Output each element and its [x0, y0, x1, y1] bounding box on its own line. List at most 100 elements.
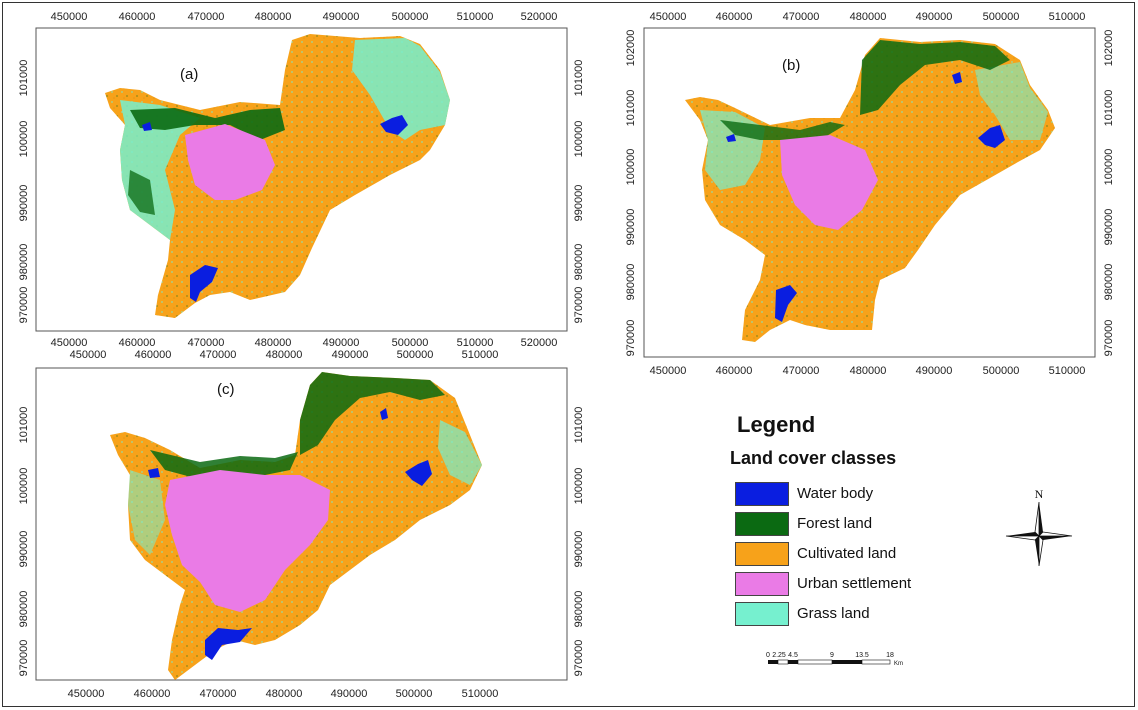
legend-label: Grass land: [797, 605, 870, 622]
water-body: [405, 460, 432, 486]
tick-y: 100000: [18, 121, 30, 158]
panel-b-ticks-top: 450000 460000 470000 480000 490000 50000…: [650, 11, 1086, 23]
scale-tick: 0: [766, 652, 770, 659]
tick-y: 980000: [625, 264, 637, 301]
tick-x: 460000: [716, 11, 753, 23]
panel-a-label: (a): [180, 66, 198, 83]
tick-x: 490000: [332, 349, 369, 361]
tick-x: 510000: [457, 337, 494, 349]
tick-x: 500000: [392, 11, 429, 23]
panel-c-ticks-left: 101000 100000 990000 980000 970000: [18, 407, 30, 677]
panel-a-ticks-right: 101000 100000 990000 980000 970000: [573, 60, 585, 324]
legend-subtitle: Land cover classes: [730, 448, 897, 468]
tick-y: 980000: [18, 244, 30, 281]
legend-swatch: [735, 542, 789, 566]
land-texture: [105, 34, 450, 318]
tick-x: 480000: [850, 11, 887, 23]
panel-b-map: [685, 38, 1055, 342]
tick-y: 100000: [625, 149, 637, 186]
land-urban: [780, 135, 878, 230]
land-forest: [150, 450, 298, 478]
tick-y: 100000: [573, 121, 585, 158]
panel-b-ticks-left: 102000 101000 100000 990000 980000 97000…: [625, 30, 637, 357]
tick-y: 970000: [573, 287, 585, 324]
water-body: [380, 408, 388, 420]
tick-x: 460000: [135, 349, 172, 361]
land-forest: [128, 170, 155, 215]
tick-y: 102000: [625, 30, 637, 67]
tick-y: 101000: [573, 60, 585, 97]
tick-x: 480000: [850, 365, 887, 377]
tick-y: 970000: [625, 320, 637, 357]
tick-x: 460000: [134, 688, 171, 700]
tick-x: 470000: [783, 365, 820, 377]
water-body: [952, 72, 962, 84]
tick-y: 101000: [18, 407, 30, 444]
legend-swatch: [735, 482, 789, 506]
tick-y: 970000: [18, 287, 30, 324]
land-grass: [128, 470, 165, 555]
land-urban: [165, 470, 330, 612]
legend-title: Legend: [737, 412, 816, 437]
tick-y: 100000: [18, 468, 30, 505]
land-forest: [720, 120, 845, 140]
tick-x: 490000: [323, 11, 360, 23]
scale-tick: 18: [886, 652, 894, 659]
tick-y: 980000: [573, 244, 585, 281]
water-body: [148, 468, 160, 478]
tick-y: 970000: [18, 640, 30, 677]
panel-a: (a) 450000 460000 470000 480000 490000 5…: [18, 11, 585, 349]
legend-item-urban-settlement: Urban settlement: [735, 572, 985, 598]
panel-c-label: (c): [217, 381, 235, 398]
scale-unit: Km: [894, 661, 903, 667]
tick-y: 100000: [573, 468, 585, 505]
tick-x: 450000: [650, 11, 687, 23]
scale-tick: 2.25: [772, 652, 786, 659]
scale-bar: 0 2.25 4.5 9 13.5 18 Km: [766, 652, 903, 667]
north-arrow-icon: N: [1005, 487, 1073, 566]
tick-x: 470000: [783, 11, 820, 23]
tick-y: 990000: [1103, 209, 1115, 246]
panel-a-ticks-bottom: 450000 460000 470000 480000 490000 50000…: [51, 337, 558, 349]
tick-x: 520000: [521, 337, 558, 349]
tick-x: 490000: [323, 337, 360, 349]
tick-x: 500000: [392, 337, 429, 349]
panel-a-map: [105, 34, 450, 318]
water-body: [775, 285, 797, 322]
tick-y: 100000: [1103, 149, 1115, 186]
legend-label: Water body: [797, 485, 874, 502]
legend-label: Cultivated land: [797, 545, 897, 562]
tick-y: 101000: [1103, 90, 1115, 127]
scale-tick: 13.5: [855, 652, 869, 659]
panel-c-ticks-right: 101000 100000 990000 980000 970000: [573, 407, 585, 677]
tick-y: 990000: [18, 185, 30, 222]
legend: Legend Land cover classes Water body For…: [730, 408, 990, 638]
panel-b: (b) 450000 460000 470000 480000 490000 5…: [625, 11, 1115, 377]
tick-x: 460000: [119, 11, 156, 23]
legend-item-water-body: Water body: [735, 482, 985, 508]
tick-x: 470000: [200, 349, 237, 361]
panel-b-ticks-right: 102000 101000 100000 990000 980000 97000…: [1103, 30, 1115, 357]
tick-y: 102000: [1103, 30, 1115, 67]
panel-b-ticks-bottom: 450000 460000 470000 480000 490000 50000…: [650, 365, 1086, 377]
tick-x: 450000: [51, 337, 88, 349]
panel-c-map: [110, 372, 482, 680]
tick-x: 480000: [255, 11, 292, 23]
tick-y: 990000: [625, 209, 637, 246]
legend-swatch: [735, 512, 789, 536]
tick-y: 990000: [18, 531, 30, 568]
tick-x: 470000: [188, 337, 225, 349]
tick-x: 500000: [983, 365, 1020, 377]
legend-item-grass-land: Grass land: [735, 602, 985, 628]
tick-x: 500000: [983, 11, 1020, 23]
legend-item-cultivated-land: Cultivated land: [735, 542, 985, 568]
tick-x: 470000: [200, 688, 237, 700]
legend-swatch: [735, 572, 789, 596]
legend-label: Forest land: [797, 515, 873, 532]
tick-x: 460000: [716, 365, 753, 377]
tick-x: 450000: [51, 11, 88, 23]
panel-a-ticks-top: 450000 460000 470000 480000 490000 50000…: [51, 11, 558, 23]
tick-x: 520000: [521, 11, 558, 23]
